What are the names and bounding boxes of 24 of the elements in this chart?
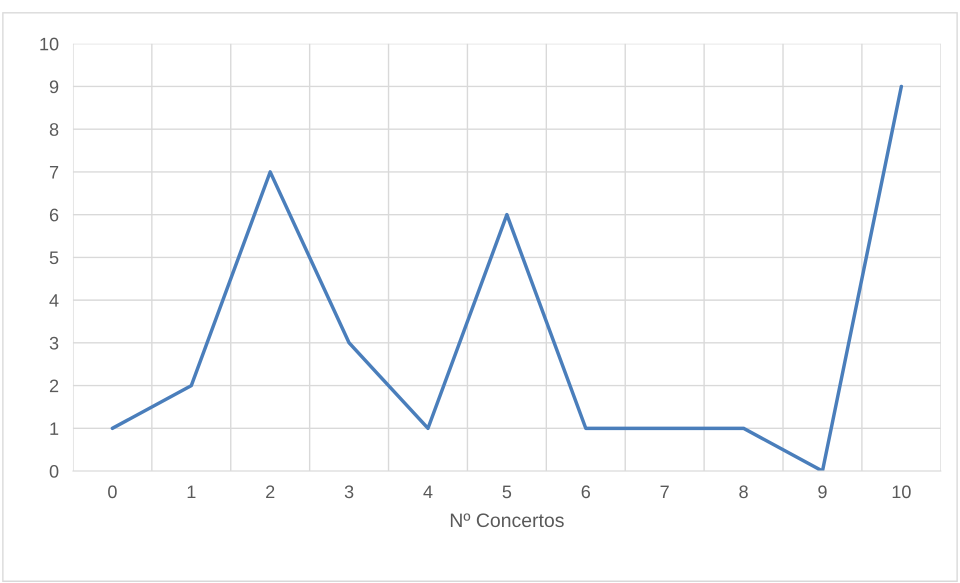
x-tick-label: 3 [344, 485, 354, 498]
x-tick-label: 4 [423, 486, 432, 498]
x-tick-label: 2 [266, 485, 274, 498]
x-tick-label: 1 [188, 486, 196, 498]
y-tick-label: 7 [50, 166, 58, 178]
y-tick-label: 3 [50, 336, 58, 350]
y-tick-label: 2 [50, 380, 58, 392]
x-tick-label: 10 [892, 485, 911, 498]
y-tick-label: 6 [50, 208, 58, 222]
y-tick-label: 5 [50, 252, 58, 264]
y-tick-label: 0 [50, 465, 58, 478]
x-axis-title: Nº Concertos [450, 513, 564, 528]
x-tick-label: 5 [502, 486, 512, 498]
y-tick-label: 8 [50, 123, 58, 136]
x-tick-label: 9 [818, 485, 827, 498]
x-tick-label: 8 [739, 485, 748, 498]
x-tick-label: 7 [660, 486, 669, 498]
y-tick-label: 10 [40, 38, 58, 50]
line-series [110, 84, 904, 472]
x-tick-label: 6 [582, 485, 590, 498]
y-tick-label: 1 [50, 422, 58, 435]
x-tick-label: 0 [108, 485, 117, 498]
y-tick-label: 9 [50, 80, 58, 94]
y-tick-label: 4 [49, 294, 59, 307]
